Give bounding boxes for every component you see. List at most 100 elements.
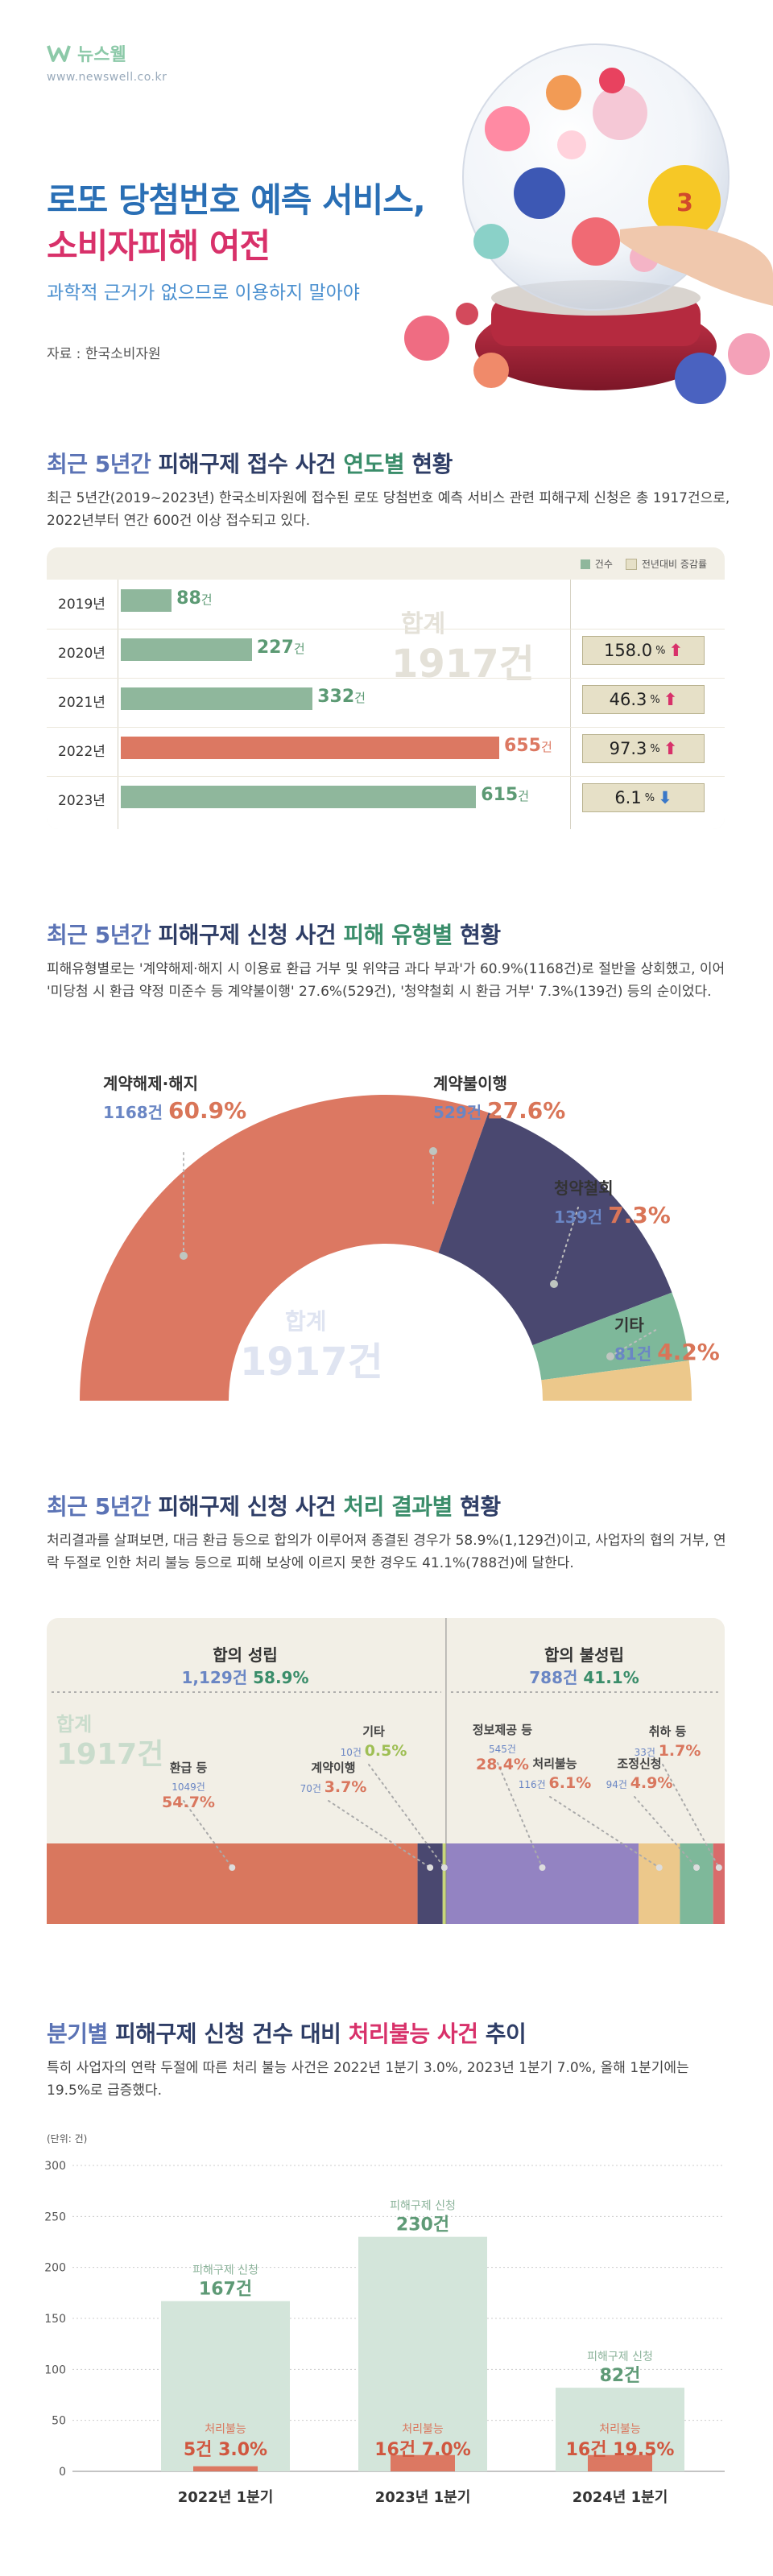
row-divider <box>47 776 725 777</box>
type-pct: 27.6% <box>487 1097 566 1124</box>
y-tick-label: 200 <box>44 2262 66 2275</box>
year-label: 2020년 <box>58 646 105 662</box>
result-leader-dot <box>693 1864 701 1871</box>
page-title-line1: 로또 당첨번호 예측 서비스, <box>47 180 426 220</box>
section1-title-b: 피해구제 접수 사건 <box>158 451 337 477</box>
legend-count-swatch <box>580 559 590 569</box>
type-name: 계약불이행 <box>433 1074 507 1093</box>
section2-title: 최근 5년간 피해구제 신청 사건 피해 유형별 현황 <box>47 918 501 950</box>
result-label-count: 10건 <box>340 1747 365 1758</box>
leader-dot <box>429 1147 437 1155</box>
failed-bar <box>391 2454 455 2471</box>
brand-logo: 뉴스웰 <box>47 40 126 66</box>
year-bar-value: 332건 <box>317 687 366 707</box>
growth-rate-value: 46.3 <box>609 690 647 709</box>
type-count: 529건 <box>433 1103 488 1122</box>
row-divider <box>47 727 725 728</box>
arrow-up-icon: ⬆ <box>663 690 678 709</box>
result-label-name: 처리불능 <box>532 1757 577 1771</box>
year-bar <box>121 589 172 612</box>
year-label: 2021년 <box>58 695 105 711</box>
section3-description: 처리결과를 살펴보면, 대금 환급 등으로 합의가 이루어져 종결된 경우가 5… <box>47 1533 726 1571</box>
failed-bar <box>588 2454 652 2471</box>
section1-title-a: 최근 5년간 <box>47 451 151 477</box>
x-category-label: 2024년 1분기 <box>573 2489 668 2506</box>
applied-value: 230건 <box>396 2215 449 2235</box>
result-segment <box>445 1843 639 1924</box>
row-divider <box>47 629 725 630</box>
result-label-4: 정보제공 등 545건 28.4% <box>464 1721 541 1773</box>
type-label-4: 기타 81건 4.2% <box>614 1312 720 1365</box>
y-tick-label: 250 <box>44 2211 66 2223</box>
arrow-up-icon: ⬆ <box>668 641 684 660</box>
donut-slice <box>80 1095 489 1401</box>
result-label-name: 기타 <box>362 1724 385 1739</box>
applied-series-label: 피해구제 신청 <box>390 2200 456 2213</box>
failed-value: 5건 3.0% <box>184 2440 267 2460</box>
section4-title-c: 처리불능 사건 <box>348 2021 478 2047</box>
result-label-name: 조정신청 <box>617 1757 662 1771</box>
result-label-5: 처리불능 116건 6.1% <box>516 1755 593 1792</box>
result-leader-dot <box>655 1864 663 1871</box>
growth-rate-value: 158.0 <box>603 641 653 660</box>
result-label-7: 취하 등 33건 1.7% <box>629 1723 706 1760</box>
y-tick-label: 50 <box>52 2415 66 2428</box>
year-bar <box>121 687 313 710</box>
result-label-pct: 6.1% <box>548 1774 592 1792</box>
result-label-count: 33건 <box>634 1747 659 1758</box>
year-bar-value: 88건 <box>176 588 213 609</box>
section3-title-c: 처리 결과별 <box>343 1493 453 1520</box>
disagree-group-pct: 41.1% <box>583 1668 639 1687</box>
leader-line <box>553 1207 579 1285</box>
donut-slice <box>541 1360 692 1401</box>
y-tick-label: 100 <box>44 2363 66 2376</box>
result-segment <box>639 1843 680 1924</box>
growth-rate-box: 158.0% ⬆ <box>582 636 705 665</box>
section4-title-d: 추이 <box>485 2021 527 2047</box>
section3-title-d: 현황 <box>460 1493 501 1520</box>
x-category-label: 2022년 1분기 <box>178 2489 274 2506</box>
growth-rate-box: 97.3% ⬆ <box>582 734 705 763</box>
result-label-pct: 28.4% <box>476 1756 529 1773</box>
applied-value: 167건 <box>199 2279 252 2299</box>
type-count: 1168건 <box>103 1103 169 1122</box>
y-tick-label: 150 <box>44 2313 66 2326</box>
result-segment <box>47 1843 418 1924</box>
page-title-line2: 소비자피해 여전 <box>47 226 271 266</box>
result-chart-svg <box>47 1618 725 1924</box>
type-count: 139건 <box>554 1208 609 1227</box>
failed-series-label: 처리불능 <box>205 2423 246 2436</box>
result-leader-dot <box>440 1864 448 1871</box>
year-bar <box>121 786 477 808</box>
type-total-value: 1917건 <box>240 1340 383 1385</box>
section3-title-b: 피해구제 신청 사건 <box>158 1493 337 1520</box>
type-pct: 7.3% <box>608 1202 671 1228</box>
failed-value: 16건 19.5% <box>566 2440 675 2460</box>
result-leader-line <box>497 1762 544 1868</box>
applied-bar <box>161 2301 290 2471</box>
result-total-value: 1917건 <box>56 1738 164 1771</box>
section1-description: 최근 5년간(2019~2023년) 한국소비자원에 접수된 로또 당첨번호 예… <box>47 490 730 529</box>
legend-count-label: 건수 <box>594 559 613 570</box>
yearly-chart-legend: 건수 전년대비 증감률 <box>580 557 707 571</box>
yearly-total-value: 1917건 <box>391 642 535 687</box>
result-leader-dot <box>229 1864 236 1871</box>
year-bar-value: 615건 <box>481 785 530 805</box>
result-label-pct: 0.5% <box>364 1742 407 1760</box>
year-label: 2019년 <box>58 597 105 613</box>
type-name: 청약철회 <box>554 1179 614 1198</box>
section2-title-a: 최근 5년간 <box>47 922 151 948</box>
result-segment <box>417 1843 443 1924</box>
section3-title: 최근 5년간 피해구제 신청 사건 처리 결과별 현황 <box>47 1489 501 1521</box>
type-label-1: 계약해제·해지 1168건 60.9% <box>103 1071 246 1124</box>
section4-description: 특히 사업자의 연락 두절에 따른 처리 불능 사건은 2022년 1분기 3.… <box>47 2060 689 2099</box>
source-note: 자료 : 한국소비자원 <box>47 346 161 362</box>
result-label-count: 545건 <box>489 1744 516 1755</box>
result-label-name: 취하 등 <box>648 1724 687 1739</box>
result-label-pct: 3.7% <box>324 1778 367 1796</box>
result-segment <box>713 1843 725 1924</box>
result-leader-line <box>368 1764 445 1868</box>
agree-group-count: 1,129건 <box>181 1668 248 1687</box>
failed-series-label: 처리불능 <box>402 2423 444 2436</box>
disagree-group-count: 788건 <box>529 1668 578 1687</box>
